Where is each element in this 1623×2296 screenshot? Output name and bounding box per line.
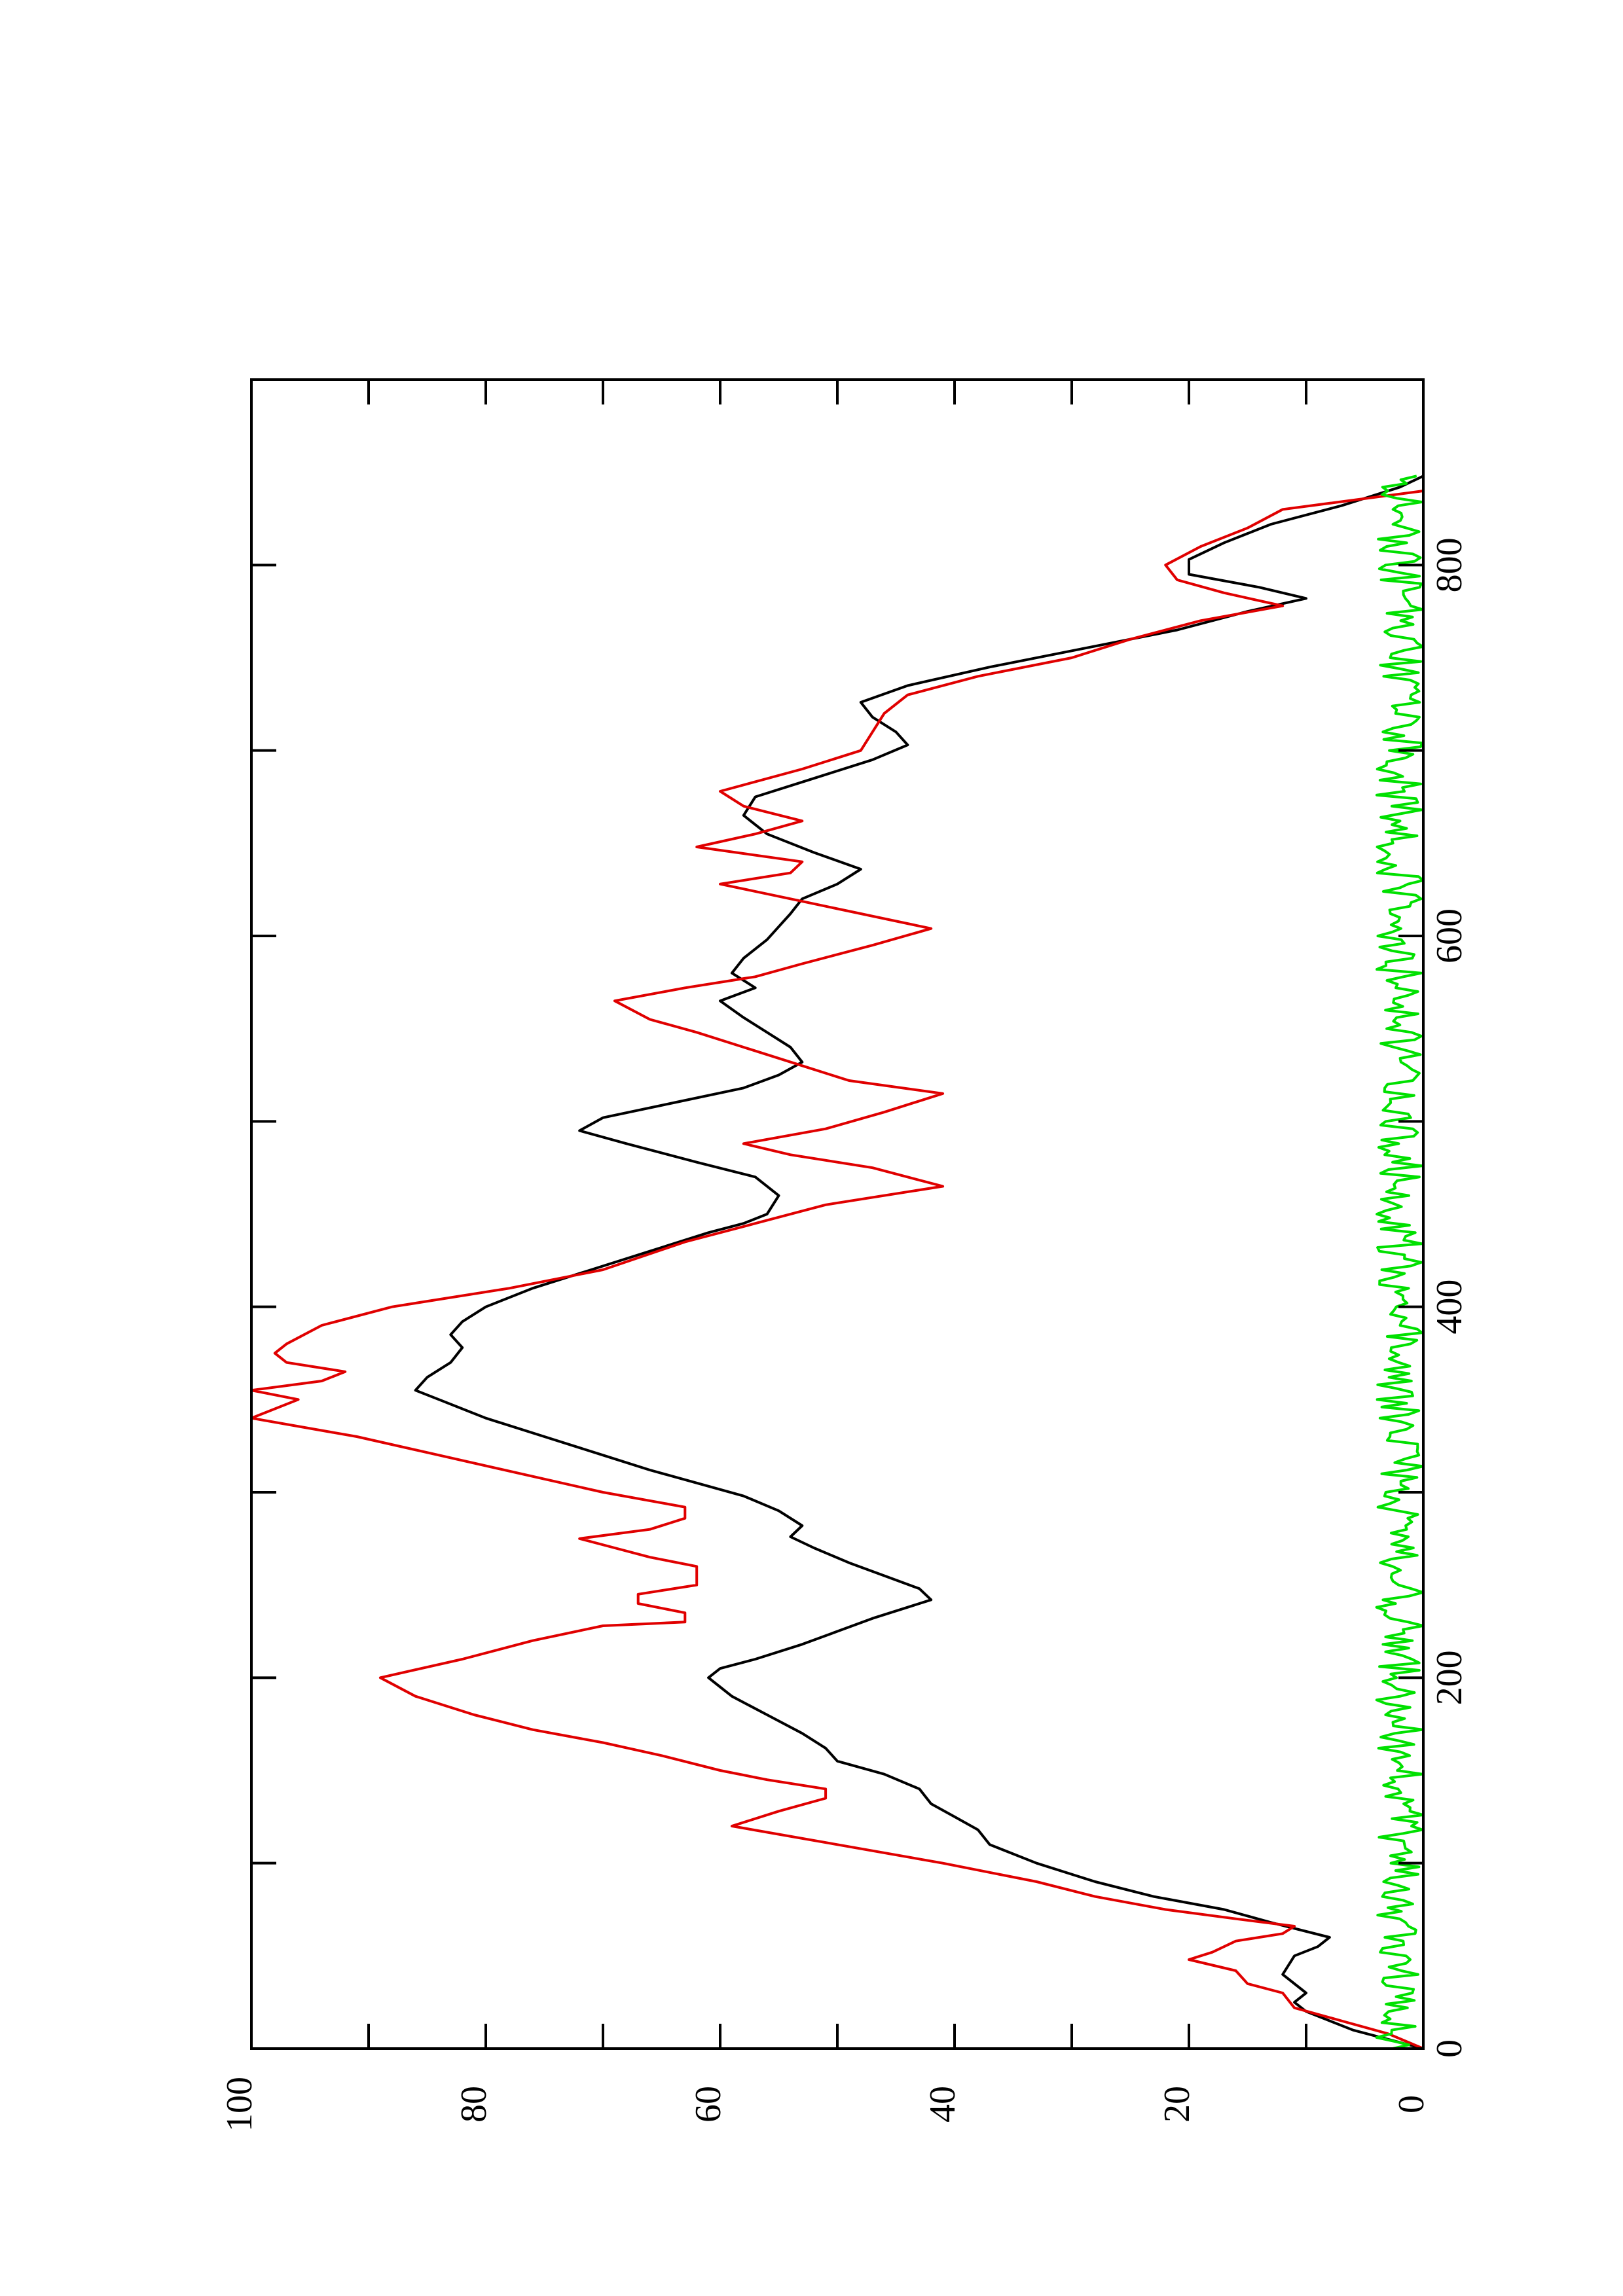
series-line-1 bbox=[414, 475, 1424, 2050]
x-tick-label: 200 bbox=[1429, 1650, 1470, 1705]
y-tick-label: 40 bbox=[922, 2086, 963, 2123]
tick-labels: 0 200 400 600 800 0 20 40 60 80 100 bbox=[219, 537, 1470, 2132]
y-tick-label: 80 bbox=[454, 2086, 494, 2123]
axis-ticks bbox=[250, 380, 1425, 2050]
series-line-2 bbox=[250, 490, 1424, 2050]
y-tick-label: 100 bbox=[219, 2077, 260, 2132]
y-tick-label: 0 bbox=[1391, 2095, 1432, 2113]
plot-area bbox=[250, 378, 1425, 2050]
series-layer bbox=[250, 475, 1425, 2050]
x-tick-label: 0 bbox=[1429, 2039, 1470, 2058]
x-tick-label: 600 bbox=[1429, 908, 1470, 963]
x-tick-label: 400 bbox=[1429, 1280, 1470, 1335]
series-line-3 bbox=[1375, 475, 1425, 2050]
x-tick-label: 800 bbox=[1429, 537, 1470, 592]
y-tick-label: 60 bbox=[688, 2086, 729, 2123]
y-tick-label: 20 bbox=[1157, 2086, 1197, 2123]
plot-frame bbox=[250, 378, 1425, 2050]
